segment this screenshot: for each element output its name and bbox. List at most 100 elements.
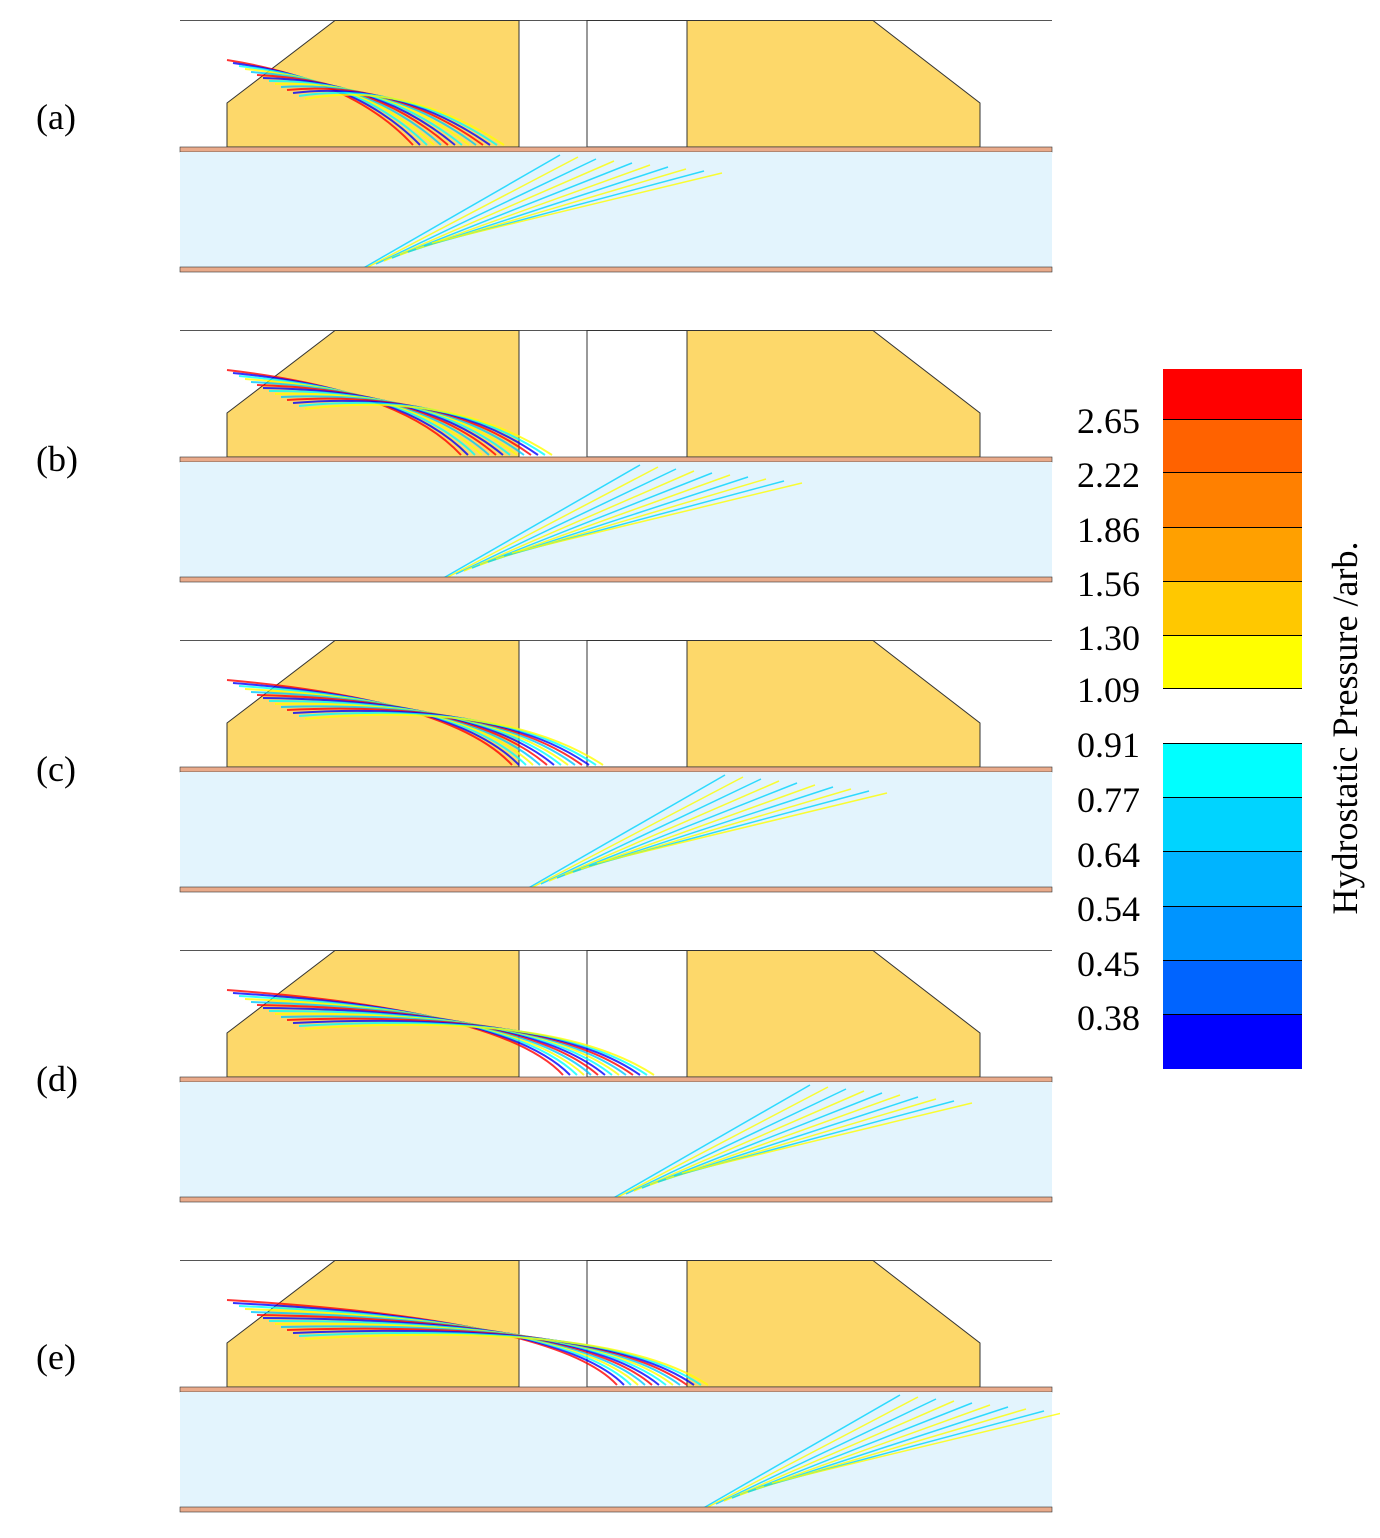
substrate-wave (375, 158, 597, 265)
substrate-wave-pattern (359, 154, 723, 271)
substrate-wave (699, 1394, 901, 1511)
substrate-wave (532, 776, 744, 888)
substrate-wave (431, 172, 723, 244)
right-block (686, 330, 981, 458)
substrate-wave (367, 156, 579, 268)
bottom-strip (179, 576, 1053, 583)
substrate-wave (641, 1092, 883, 1189)
substrate (180, 1082, 1052, 1197)
panel-label: (c) (36, 749, 76, 789)
substrate-wave-pattern (699, 1394, 1060, 1511)
colorbar-tick-label: 0.91 (1077, 725, 1140, 765)
colorbar-segment (1163, 906, 1302, 960)
substrate-wave (548, 780, 780, 882)
bottom-strip (179, 1506, 1053, 1513)
wave-front (304, 1333, 709, 1386)
right-block (686, 950, 981, 1078)
left-block (226, 330, 520, 458)
colorbar-segment (1163, 1014, 1302, 1069)
bottom-strip (179, 886, 1053, 893)
panel-label: (a) (36, 97, 76, 137)
substrate-wave (723, 1400, 955, 1502)
colorbar-tick-label: 1.09 (1077, 670, 1140, 710)
simulation-panel (170, 20, 1060, 280)
colorbar-segment (1163, 851, 1302, 906)
wave-pattern (226, 369, 553, 456)
gap-box (586, 330, 688, 458)
substrate-wave (471, 472, 713, 569)
simulation-panel (170, 330, 1060, 590)
substrate-wave (359, 154, 561, 271)
substrate-wave (383, 160, 615, 262)
colorbar-tick-label: 2.22 (1077, 455, 1140, 495)
top-strip (179, 766, 1053, 773)
panel-label: (e) (36, 1337, 76, 1377)
colorbar-tick-label: 1.30 (1077, 618, 1140, 658)
colorbar-tick-label: 1.86 (1077, 510, 1140, 550)
right-block (686, 1260, 981, 1388)
colorbar-tick-label: 0.38 (1077, 998, 1140, 1038)
wave-front (304, 403, 553, 456)
substrate-wave (447, 466, 659, 578)
colorbar-segment (1163, 369, 1302, 419)
colorbar-segment (1163, 472, 1302, 527)
substrate-wave-pattern (439, 464, 803, 581)
substrate-wave (609, 1084, 811, 1201)
substrate-wave (556, 782, 798, 879)
colorbar-tick-label: 0.54 (1077, 889, 1140, 929)
simulation-panel (170, 640, 1060, 900)
gap-box (586, 20, 688, 148)
substrate-wave (771, 1412, 1060, 1484)
colorbar-tick-label: 0.45 (1077, 944, 1140, 984)
colorbar-segment (1163, 419, 1302, 472)
right-block (686, 640, 981, 768)
wave-front (304, 713, 604, 766)
substrate-wave (540, 778, 762, 885)
substrate-wave (463, 470, 695, 572)
colorbar-tick-label: 2.65 (1077, 401, 1140, 441)
substrate-wave (439, 464, 641, 581)
bottom-strip (179, 1196, 1053, 1203)
wave-pattern (226, 1299, 709, 1386)
substrate-wave (681, 1102, 973, 1174)
substrate-wave (715, 1398, 937, 1505)
substrate-wave (731, 1402, 973, 1499)
simulation-panel (170, 1260, 1060, 1520)
substrate-wave (625, 1088, 847, 1195)
colorbar-segment (1163, 527, 1302, 581)
colorbar-segment (1163, 797, 1302, 851)
wave-pattern (226, 59, 505, 146)
substrate (180, 772, 1052, 887)
substrate-wave (707, 1396, 919, 1508)
colorbar-title: Hydrostatic Pressure /arb. (1325, 541, 1365, 915)
wave-pattern (226, 989, 655, 1076)
colorbar-segment (1163, 581, 1302, 635)
substrate-wave (617, 1086, 829, 1198)
simulation-panel (170, 950, 1060, 1210)
colorbar-tick-label: 0.64 (1077, 835, 1140, 875)
substrate-wave (633, 1090, 865, 1192)
substrate-wave (511, 482, 803, 554)
wave-pattern (226, 679, 604, 766)
gap-box (586, 640, 688, 768)
panel-label: (b) (36, 439, 78, 479)
colorbar: 2.65 2.22 1.86 1.56 1.30 1.09 0.91 0.77 0.64 0.54… (1060, 360, 1380, 1080)
colorbar-segment (1163, 743, 1302, 797)
substrate-wave (455, 468, 677, 575)
substrate-wave-pattern (524, 774, 888, 891)
panel-label: (d) (36, 1059, 78, 1099)
top-strip (179, 1386, 1053, 1393)
bottom-strip (179, 266, 1053, 273)
substrate (180, 1392, 1052, 1507)
top-strip (179, 1076, 1053, 1083)
colorbar-segment (1163, 960, 1302, 1014)
substrate (180, 152, 1052, 267)
colorbar-tick-label: 1.56 (1077, 564, 1140, 604)
substrate-wave (524, 774, 726, 891)
wave-front (304, 1023, 655, 1076)
top-strip (179, 456, 1053, 463)
wave-front (304, 93, 505, 146)
right-block (686, 20, 981, 148)
colorbar-segment (1163, 635, 1302, 689)
substrate-wave (391, 162, 633, 259)
